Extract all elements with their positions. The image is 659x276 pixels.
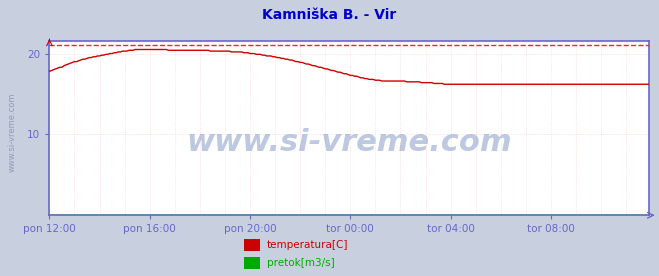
Text: www.si-vreme.com: www.si-vreme.com [8,93,17,172]
Text: Kamniška B. - Vir: Kamniška B. - Vir [262,8,397,22]
Text: temperatura[C]: temperatura[C] [267,240,349,250]
Text: pretok[m3/s]: pretok[m3/s] [267,258,335,268]
Text: www.si-vreme.com: www.si-vreme.com [186,128,512,157]
